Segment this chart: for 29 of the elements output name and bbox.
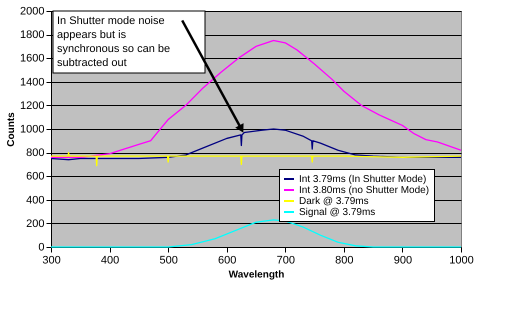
y-tick-label: 800 <box>26 147 44 160</box>
line-series <box>50 40 462 158</box>
x-tick-label: 1000 <box>449 254 474 266</box>
x-tick-label: 500 <box>159 254 178 266</box>
y-tick-label: 1000 <box>20 124 44 136</box>
y-tick-label: 1200 <box>20 100 44 112</box>
y-tick-label: 1800 <box>20 29 44 42</box>
x-tick-label: 300 <box>42 254 61 266</box>
x-tick-label: 700 <box>276 254 295 266</box>
line-series <box>50 152 462 166</box>
x-tick-label: 400 <box>100 254 120 266</box>
y-tick-label: 2000 <box>20 6 44 18</box>
y-tick-label: 200 <box>26 218 44 230</box>
y-tick-label: 1400 <box>20 76 44 88</box>
x-tick-label: 900 <box>394 254 412 266</box>
x-tick-label: 800 <box>335 254 354 266</box>
legend-label: Dark @ 3.79ms <box>299 196 369 207</box>
y-axis-title: Counts <box>6 112 18 147</box>
line-series <box>50 219 462 248</box>
x-axis-title: Wavelength <box>228 270 284 280</box>
y-tick-label: 1600 <box>20 52 44 65</box>
y-tick-label: 600 <box>26 170 44 183</box>
legend-label: Int 3.80ms (no Shutter Mode) <box>299 185 430 196</box>
annotation: In Shutter mode noise appears but is synchronous so can be subtracted out <box>57 15 170 69</box>
x-tick-label: 600 <box>218 254 236 266</box>
legend-label: Int 3.79ms (In Shutter Mode) <box>299 174 426 185</box>
legend-label: Signal @ 3.79ms <box>299 207 376 218</box>
y-tick-label: 0 <box>38 242 44 254</box>
y-tick-label: 400 <box>26 194 44 206</box>
